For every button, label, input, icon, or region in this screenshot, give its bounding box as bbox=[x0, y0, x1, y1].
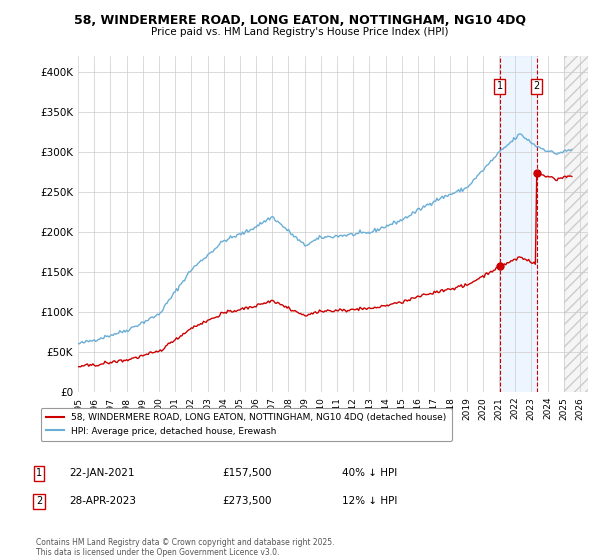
Text: 22-JAN-2021: 22-JAN-2021 bbox=[69, 468, 134, 478]
Text: £273,500: £273,500 bbox=[222, 496, 271, 506]
Point bbox=[495, 262, 505, 270]
Text: 40% ↓ HPI: 40% ↓ HPI bbox=[342, 468, 397, 478]
Text: 1: 1 bbox=[36, 468, 42, 478]
Text: 1: 1 bbox=[497, 81, 503, 91]
Point bbox=[532, 169, 541, 178]
Legend: 58, WINDERMERE ROAD, LONG EATON, NOTTINGHAM, NG10 4DQ (detached house), HPI: Ave: 58, WINDERMERE ROAD, LONG EATON, NOTTING… bbox=[41, 408, 452, 441]
Text: 2: 2 bbox=[36, 496, 42, 506]
Text: 28-APR-2023: 28-APR-2023 bbox=[69, 496, 136, 506]
Bar bbox=[564, 56, 588, 392]
Text: 58, WINDERMERE ROAD, LONG EATON, NOTTINGHAM, NG10 4DQ: 58, WINDERMERE ROAD, LONG EATON, NOTTING… bbox=[74, 14, 526, 27]
Text: £157,500: £157,500 bbox=[222, 468, 271, 478]
Text: 2: 2 bbox=[533, 81, 539, 91]
Text: Contains HM Land Registry data © Crown copyright and database right 2025.
This d: Contains HM Land Registry data © Crown c… bbox=[36, 538, 335, 557]
Text: Price paid vs. HM Land Registry's House Price Index (HPI): Price paid vs. HM Land Registry's House … bbox=[151, 27, 449, 37]
Text: 12% ↓ HPI: 12% ↓ HPI bbox=[342, 496, 397, 506]
Bar bbox=[564, 56, 588, 392]
Bar bbox=[500, 56, 536, 392]
